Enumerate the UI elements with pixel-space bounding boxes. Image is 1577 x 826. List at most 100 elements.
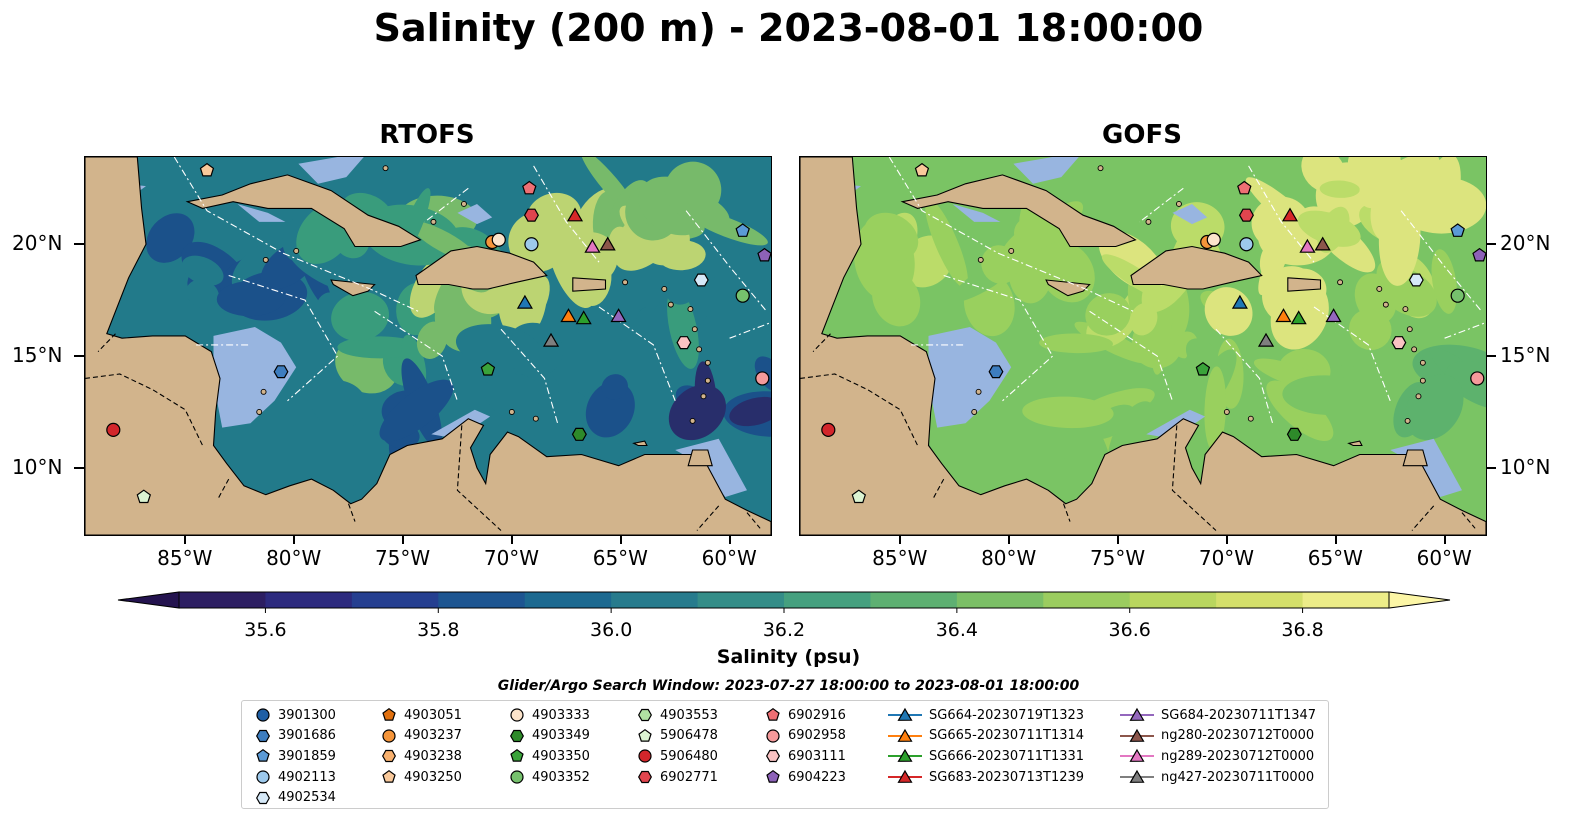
lon-tick-mark (293, 536, 296, 544)
marker-4903333 (491, 232, 506, 247)
legend-label: 4903333 (532, 707, 590, 723)
lon-tick-label: 85°W (157, 546, 213, 570)
legend-marker-4903333 (510, 708, 524, 722)
legend-label: 4903350 (532, 748, 590, 764)
marker-4903349 (1286, 427, 1302, 441)
legend-column: SG664-20230719T1323 SG665-20230711T1314 SG… (887, 705, 1084, 787)
colorbar-label: Salinity (psu) (716, 646, 861, 668)
legend-label: SG665-20230711T1314 (929, 728, 1085, 744)
legend-column: 6902916 6902958 6903111 6904223 (764, 705, 846, 787)
legend-label: 4903250 (404, 769, 462, 785)
marker-SG666-20230711T1331 (575, 310, 592, 325)
legend-item: 4903350 (508, 746, 590, 767)
legend-marker-ng289-20230712T0000 (1129, 749, 1145, 763)
legend-marker (638, 770, 652, 784)
legend-marker (888, 769, 922, 783)
legend-marker-3901300 (256, 708, 270, 722)
legend-item: 5906478 (636, 726, 718, 747)
lon-tick-label: 75°W (374, 546, 431, 570)
island (1419, 359, 1426, 366)
colorbar-tick-label: 35.8 (417, 619, 460, 641)
legend-item: 6903111 (764, 746, 846, 767)
country-borders (85, 333, 761, 531)
legend-marker (638, 749, 652, 764)
colorbar-segment (870, 592, 958, 608)
land-area (85, 157, 771, 535)
marker-6903111 (676, 336, 692, 350)
legend-item: SG664-20230719T1323 (887, 705, 1084, 726)
colorbar-tick-label: 36.2 (762, 619, 806, 641)
legend-item: SG666-20230711T1331 (887, 746, 1084, 767)
marker-4902113 (524, 237, 539, 252)
legend-marker (1120, 728, 1154, 742)
island (1223, 409, 1230, 415)
legend-item: 4903051 (380, 705, 462, 726)
island (622, 279, 629, 286)
lat-tick-mark (1486, 466, 1496, 469)
island (260, 388, 267, 395)
land-area (632, 440, 648, 447)
land-area (1045, 279, 1091, 297)
legend-item: 4903352 (508, 767, 590, 788)
marker-4903350 (480, 361, 496, 376)
gofs-salinity-map (799, 156, 1487, 536)
legend-item: 4902113 (254, 767, 336, 788)
legend-marker (256, 791, 270, 804)
shelf-area (1013, 157, 1079, 184)
lat-tick-mark (74, 466, 84, 469)
marker-4903250 (914, 162, 930, 177)
legend-marker (766, 770, 780, 783)
legend-label: 5906478 (660, 728, 718, 744)
lon-tick-mark (184, 536, 187, 544)
legend-column: 4903553 5906478 5906480 6902771 (636, 705, 718, 787)
legend-marker (510, 729, 524, 742)
legend-label: 6902958 (788, 728, 846, 744)
legend-marker-ng427-20230711T0000 (1129, 769, 1145, 783)
marker-4902534 (693, 273, 709, 287)
lon-tick-mark (1116, 536, 1119, 544)
land-area (415, 245, 548, 290)
boundary-lines (888, 157, 1486, 424)
legend-label: 6902771 (660, 769, 718, 785)
island (661, 286, 668, 292)
legend-item: 3901859 (254, 746, 336, 767)
lon-tick-label: 75°W (1089, 546, 1146, 570)
colorbar-under-extend (117, 591, 180, 609)
legend-label: SG684-20230711T1347 (1161, 707, 1317, 723)
marker-3901859 (735, 223, 750, 237)
island (1415, 393, 1422, 400)
island (1145, 218, 1152, 225)
colorbar-tick-label: 35.6 (244, 619, 287, 641)
shelf-area (298, 157, 364, 184)
country-borders (800, 333, 1476, 531)
island (262, 256, 269, 263)
legend-item: ng280-20230712T0000 (1119, 726, 1316, 747)
lat-tick-mark (74, 243, 84, 246)
marker-5906478 (851, 489, 867, 504)
colorbar-segment (1302, 592, 1390, 608)
legend-marker (1120, 769, 1154, 783)
legend-marker (888, 728, 922, 742)
legend-marker (766, 750, 780, 763)
legend-column: 4903051 4903237 4903238 4903250 (380, 705, 462, 787)
legend-item: 4903349 (508, 726, 590, 747)
legend-marker-3901859 (256, 749, 270, 763)
lon-tick-mark (1008, 536, 1011, 544)
legend-marker-6904223 (766, 770, 780, 783)
lon-tick-mark (510, 536, 513, 544)
legend-label: SG683-20230713T1239 (929, 769, 1085, 785)
marker-6902771 (523, 208, 539, 222)
legend-marker (766, 729, 780, 743)
marker-6902958 (755, 371, 770, 386)
island (1382, 301, 1389, 308)
legend-marker-3901686 (256, 729, 270, 742)
boundary-lines (173, 157, 771, 424)
legend-marker (382, 729, 396, 743)
island (430, 218, 437, 225)
island (687, 306, 694, 313)
land-area (330, 279, 376, 297)
marker-4903333 (1206, 232, 1221, 247)
marker-6902958 (1470, 371, 1485, 386)
lat-tick-mark (1486, 243, 1496, 246)
marker-4902534 (1408, 273, 1424, 287)
